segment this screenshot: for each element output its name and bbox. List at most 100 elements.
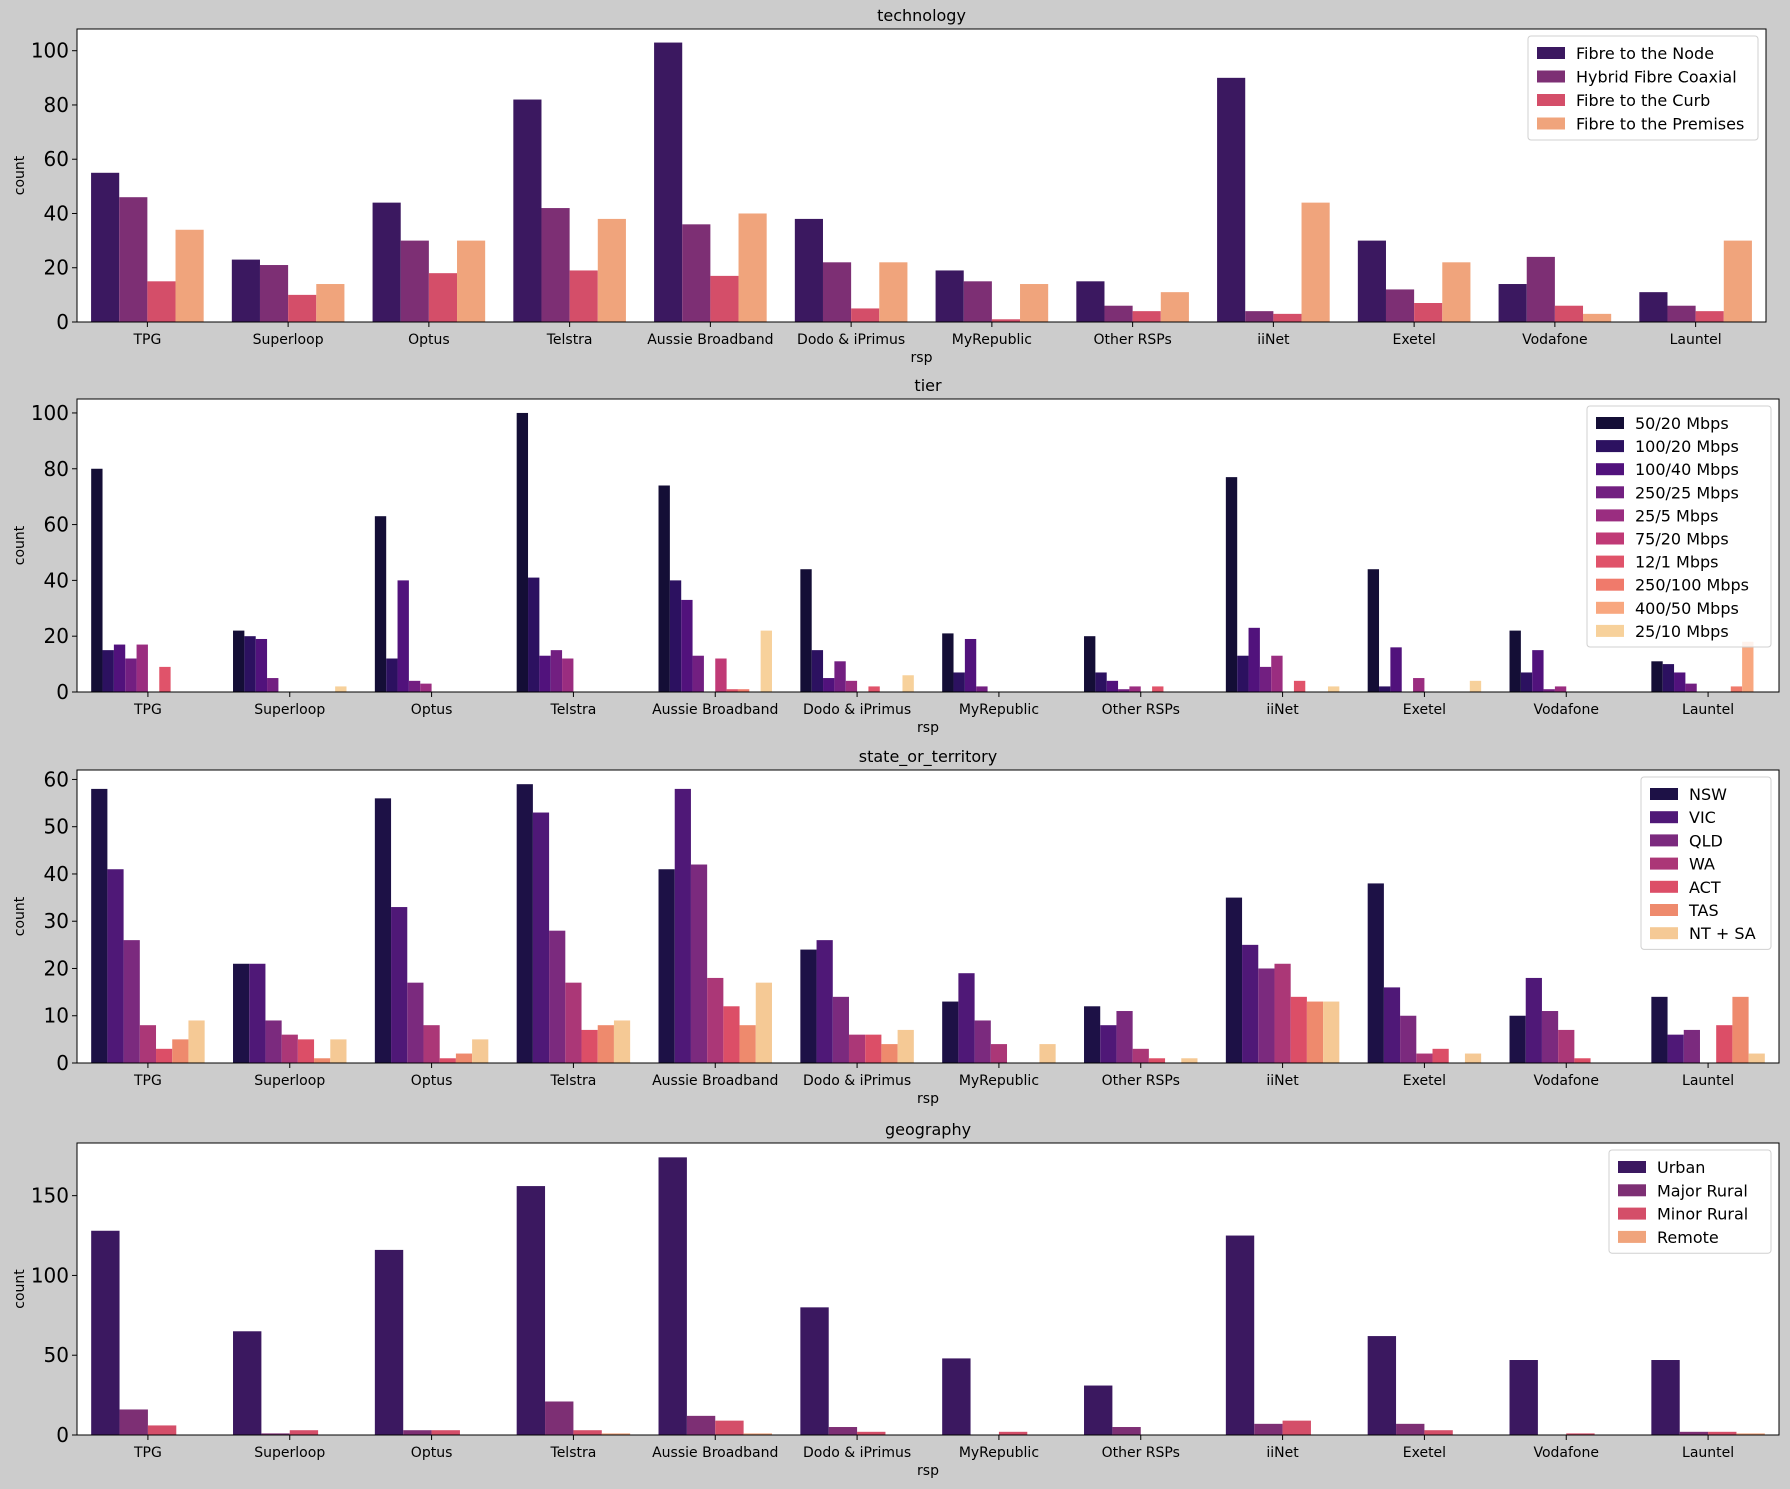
bar: [811, 650, 824, 692]
bar: [281, 1034, 298, 1063]
y-axis-label: count: [12, 155, 28, 195]
bar: [715, 1420, 744, 1435]
bar: [581, 1029, 598, 1063]
bar: [1152, 686, 1164, 692]
bar: [953, 672, 965, 692]
bar: [1543, 689, 1555, 692]
bar: [963, 281, 992, 322]
bar: [516, 412, 529, 692]
bar: [91, 788, 108, 1063]
legend-swatch: [1596, 532, 1624, 545]
x-tick-label: MyRepublic: [959, 1445, 1039, 1461]
legend-swatch: [1537, 94, 1565, 106]
x-tick-label: Other RSPs: [1093, 332, 1171, 348]
bar: [1541, 1011, 1559, 1063]
x-tick-label: TPG: [132, 332, 161, 348]
bar: [974, 1020, 991, 1063]
bar: [857, 1431, 886, 1435]
bar: [800, 569, 812, 692]
legend-swatch: [1650, 857, 1678, 870]
x-axis-label: rsp: [911, 350, 933, 366]
x-tick-label: iiNet: [1266, 1445, 1299, 1461]
legend-label: Minor Rural: [1657, 1205, 1748, 1224]
x-tick-label: Optus: [408, 332, 450, 348]
bar: [513, 99, 542, 322]
bar: [1558, 1029, 1575, 1063]
bar: [1566, 1433, 1595, 1435]
bar: [881, 1044, 898, 1063]
series-4: [136, 644, 1567, 692]
x-tick-label: MyRepublic: [952, 332, 1032, 348]
legend-label: 250/25 Mbps: [1635, 483, 1739, 502]
bar: [573, 1430, 602, 1435]
bar: [1225, 1235, 1255, 1435]
bar: [976, 686, 988, 692]
bar: [1509, 630, 1521, 692]
bar: [403, 1430, 432, 1435]
bar: [400, 240, 429, 322]
x-tick-label: TPG: [133, 1445, 162, 1461]
bar: [738, 213, 767, 322]
bar: [159, 666, 171, 692]
bar: [188, 1020, 205, 1063]
legend-swatch: [1596, 440, 1624, 453]
bar: [1112, 1427, 1141, 1435]
plot-area: [77, 29, 1766, 322]
series-0: [91, 1157, 1680, 1435]
bar: [1520, 672, 1533, 692]
bar: [1526, 256, 1555, 322]
bar: [613, 1020, 631, 1063]
x-tick-label: Other RSPs: [1102, 1073, 1180, 1089]
bar: [743, 1433, 772, 1435]
bar: [1084, 1006, 1101, 1063]
bar: [1274, 963, 1291, 1063]
bar: [942, 633, 954, 692]
bar: [848, 1034, 866, 1063]
bar: [1095, 672, 1107, 692]
y-axis-label: count: [12, 1269, 28, 1309]
legend-label: WA: [1689, 855, 1715, 874]
bar: [597, 218, 626, 322]
bar: [1662, 664, 1675, 692]
bar: [1651, 996, 1668, 1063]
legend-swatch: [1618, 1207, 1646, 1220]
bar: [1132, 311, 1161, 322]
bar: [834, 661, 846, 692]
x-tick-label: Launtel: [1670, 332, 1722, 348]
legend: NSW VIC QLD WA ACT TAS NT + SA: [1640, 776, 1772, 950]
x-tick-label: Dodo & iPrimus: [797, 332, 905, 348]
legend-swatch: [1596, 555, 1624, 568]
bar: [1132, 1048, 1149, 1063]
bar: [1242, 944, 1259, 1063]
bar: [397, 580, 409, 692]
subplot-title: geography: [885, 1120, 971, 1139]
bar: [233, 630, 245, 692]
bar: [565, 982, 582, 1063]
bar: [314, 1058, 331, 1063]
series-2: [147, 270, 1724, 322]
y-tick-label: 0: [56, 310, 69, 334]
bar: [868, 686, 880, 692]
axes-frame: [76, 769, 1780, 1064]
y-tick-label: 100: [31, 39, 69, 63]
legend-label: 250/100 Mbps: [1635, 576, 1749, 595]
bar: [823, 678, 835, 692]
bar: [935, 270, 964, 322]
bar: [1160, 292, 1189, 322]
legend-swatch: [1537, 70, 1565, 83]
x-tick-label: Superloop: [254, 1445, 325, 1461]
y-axis-label: count: [12, 896, 28, 936]
bar: [541, 208, 570, 322]
bar: [374, 1249, 404, 1435]
bar: [231, 259, 260, 322]
x-axis-label: rsp: [917, 1463, 939, 1479]
bar: [1716, 1025, 1733, 1063]
bar: [879, 262, 908, 322]
bar: [1379, 686, 1391, 692]
x-tick-label: Exetel: [1403, 1073, 1446, 1089]
y-tick-label: 0: [56, 1423, 69, 1447]
bar: [1651, 1360, 1680, 1435]
x-tick-label: Telstra: [550, 702, 597, 718]
x-tick-label: Vodafone: [1533, 1445, 1599, 1461]
bar: [431, 1430, 460, 1435]
